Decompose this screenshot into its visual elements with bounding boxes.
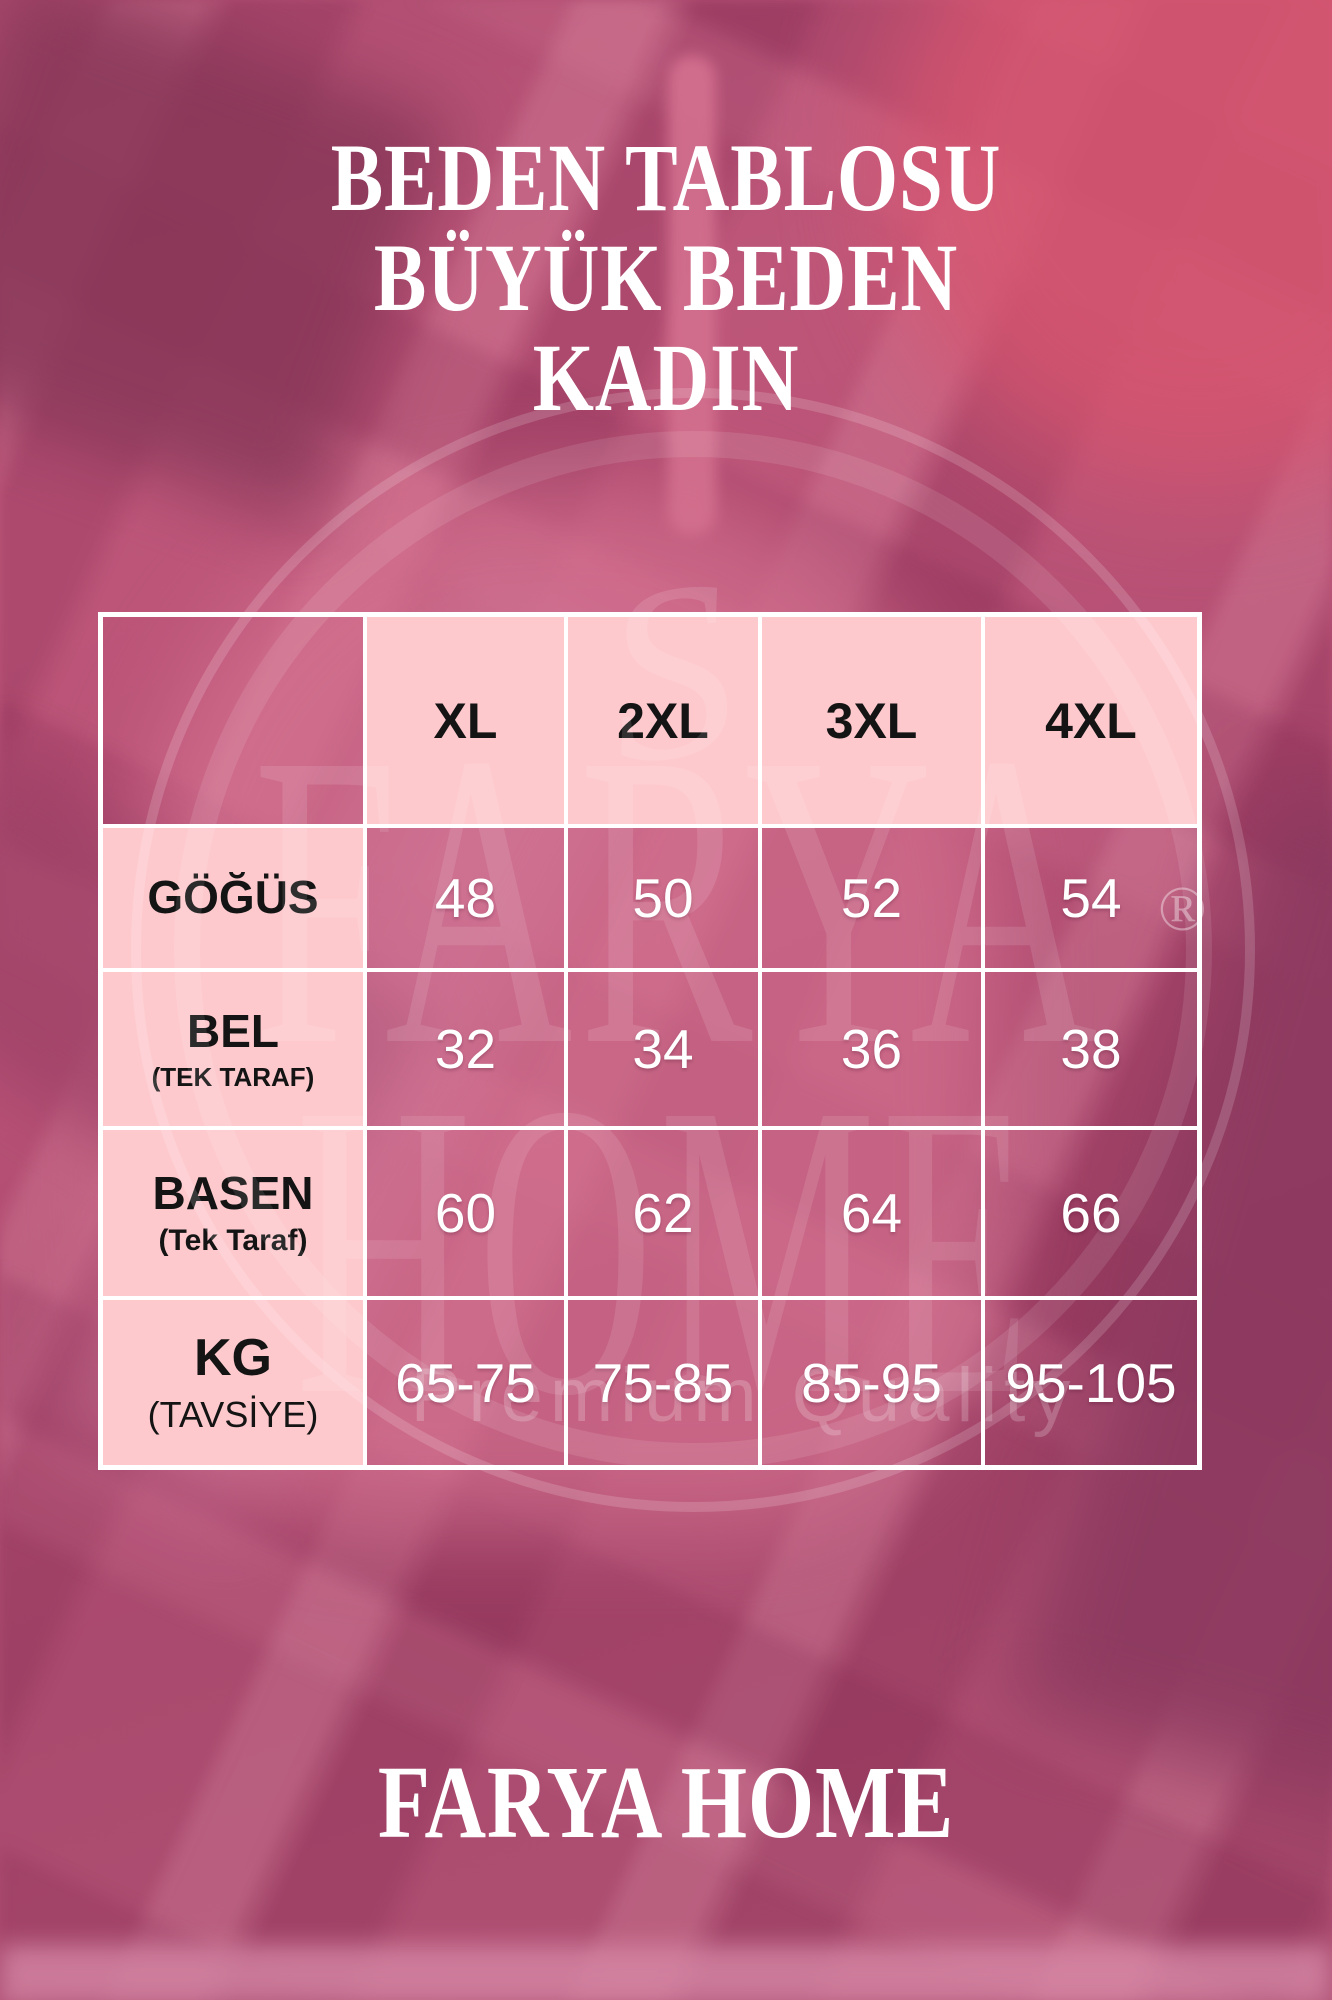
- cell-kg-2xl: 75-85: [566, 1298, 760, 1467]
- cell-gogus-4xl: 54: [983, 826, 1199, 970]
- page-title: BEDEN TABLOSU BÜYÜK BEDEN KADIN: [0, 128, 1332, 428]
- title-line-3: KADIN: [532, 324, 800, 431]
- row-sublabel-text: (TAVSİYE): [147, 1394, 319, 1436]
- row-label-text: BEL: [187, 1005, 279, 1058]
- col-header-4xl: 4XL: [983, 615, 1199, 826]
- brand-footer: FARYA HOME: [377, 1745, 955, 1860]
- cell-kg-3xl: 85-95: [760, 1298, 983, 1467]
- cell-bel-4xl: 38: [983, 970, 1199, 1128]
- title-line-2: BÜYÜK BEDEN: [373, 224, 959, 331]
- cell-gogus-3xl: 52: [760, 826, 983, 970]
- col-header-2xl: 2XL: [566, 615, 760, 826]
- row-label-basen: BASEN (Tek Taraf): [101, 1128, 365, 1298]
- corner-cell: [101, 615, 365, 826]
- title-line-1: BEDEN TABLOSU: [330, 124, 1002, 231]
- cell-basen-xl: 60: [365, 1128, 566, 1298]
- cell-kg-4xl: 95-105: [983, 1298, 1199, 1467]
- cell-gogus-xl: 48: [365, 826, 566, 970]
- cell-kg-xl: 65-75: [365, 1298, 566, 1467]
- row-label-kg: KG (TAVSİYE): [101, 1298, 365, 1467]
- cell-gogus-2xl: 50: [566, 826, 760, 970]
- row-sublabel-text: (Tek Taraf): [158, 1223, 308, 1257]
- row-label-gogus: GÖĞÜS: [101, 826, 365, 970]
- row-sublabel-text: (TEK TARAF): [151, 1061, 315, 1092]
- cell-basen-2xl: 62: [566, 1128, 760, 1298]
- size-table: XL 2XL 3XL 4XL GÖĞÜS 48 50 52 54 BEL (TE…: [98, 612, 1202, 1470]
- cell-basen-3xl: 64: [760, 1128, 983, 1298]
- cell-bel-3xl: 36: [760, 970, 983, 1128]
- row-label-bel: BEL (TEK TARAF): [101, 970, 365, 1128]
- cell-bel-xl: 32: [365, 970, 566, 1128]
- row-label-text: GÖĞÜS: [147, 871, 319, 924]
- cell-bel-2xl: 34: [566, 970, 760, 1128]
- cell-basen-4xl: 66: [983, 1128, 1199, 1298]
- col-header-3xl: 3XL: [760, 615, 983, 826]
- row-label-text: KG: [194, 1328, 272, 1387]
- row-label-text: BASEN: [152, 1166, 314, 1219]
- col-header-xl: XL: [365, 615, 566, 826]
